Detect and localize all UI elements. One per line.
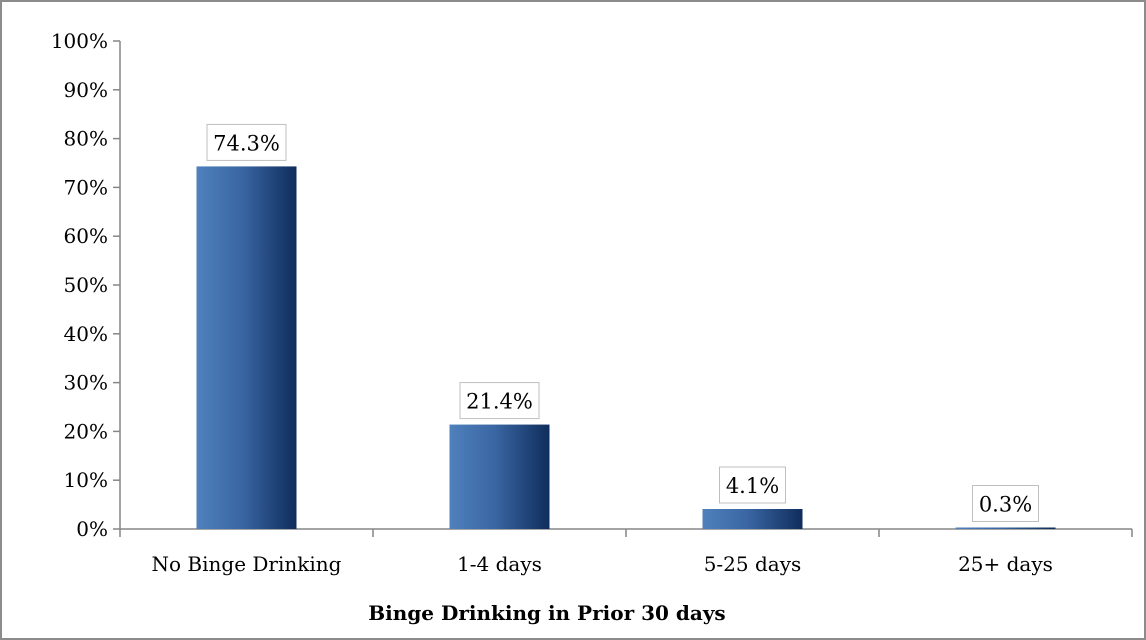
y-tick-label: 10% bbox=[64, 468, 108, 492]
y-tick-label: 80% bbox=[64, 127, 108, 151]
labels-layer: No Binge Drinking 74.3% 1-4 days 21.4% 5-25 … bbox=[152, 123, 1053, 576]
data-label: 74.3% bbox=[213, 131, 280, 155]
y-tick-label: 0% bbox=[76, 517, 108, 541]
y-tick-label: 40% bbox=[64, 322, 108, 346]
bar bbox=[702, 508, 803, 529]
data-label: 0.3% bbox=[979, 493, 1032, 517]
data-label-box bbox=[719, 466, 786, 504]
y-tick-label: 70% bbox=[64, 175, 108, 199]
bar bbox=[196, 166, 297, 529]
y-tick-label: 60% bbox=[64, 224, 108, 248]
axes-layer: 0% 10% 20% 30% 40% 50% 60% 70% 80% 90% 100% bbox=[51, 29, 1133, 541]
data-label-box bbox=[972, 485, 1039, 522]
x-tick-label: 25+ days bbox=[958, 552, 1053, 576]
data-label-box bbox=[459, 382, 540, 420]
y-tick-label: 20% bbox=[64, 419, 108, 443]
x-axis-title: Binge Drinking in Prior 30 days bbox=[368, 601, 725, 625]
data-label: 21.4% bbox=[466, 390, 533, 414]
bars-layer bbox=[196, 166, 1056, 529]
y-tick-label: 100% bbox=[51, 29, 108, 53]
data-label: 4.1% bbox=[726, 474, 779, 498]
x-tick-label: 1-4 days bbox=[457, 552, 542, 576]
y-tick-label: 50% bbox=[64, 273, 108, 297]
y-tick-label: 30% bbox=[64, 371, 108, 395]
x-tick-label: No Binge Drinking bbox=[152, 552, 342, 576]
bar bbox=[955, 527, 1056, 529]
data-label-box bbox=[206, 123, 287, 161]
bar bbox=[449, 424, 550, 529]
y-tick-label: 90% bbox=[64, 78, 108, 102]
x-tick-label: 5-25 days bbox=[704, 552, 802, 576]
